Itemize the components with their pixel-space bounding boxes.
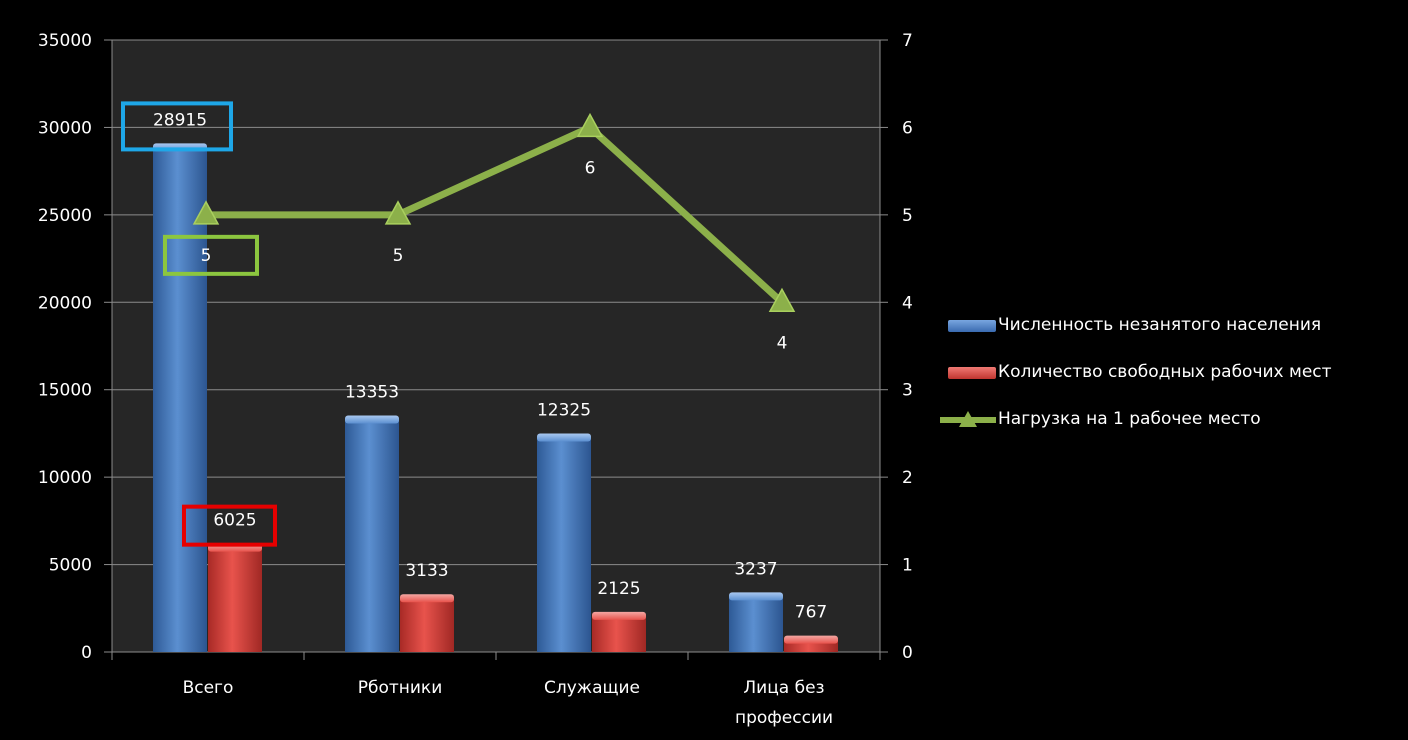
right-tick-label: 0 (902, 643, 913, 663)
bar-cap (537, 433, 591, 442)
line-value-label: 4 (777, 333, 788, 353)
line-value-label: 5 (393, 246, 404, 266)
bar-value-label: 2125 (597, 579, 640, 599)
line-path (202, 123, 786, 306)
left-tick-label: 20000 (38, 293, 92, 313)
bar-cap (345, 415, 399, 424)
legend-item-vacancies: Количество свободных рабочих мест (940, 362, 1332, 382)
bar-value-label: 12325 (537, 400, 591, 420)
legend-item-load: Нагрузка на 1 рабочее место (940, 409, 1332, 429)
left-tick-label: 10000 (38, 468, 92, 488)
legend: Численность незанятого населения Количес… (940, 315, 1332, 457)
triangle-marker-icon (959, 411, 977, 427)
highlight-box (182, 504, 277, 547)
line-value-label: 6 (585, 158, 596, 178)
bar (592, 614, 646, 652)
x-axis: Всего Рботники Служащие Лица без профессии (111, 651, 881, 728)
bar-cap (784, 635, 838, 644)
right-tick-label: 4 (902, 293, 913, 313)
bar (153, 146, 207, 652)
x-tick-label: профессии (735, 708, 833, 728)
left-tick-label: 35000 (38, 31, 92, 51)
legend-swatch-blue (940, 316, 996, 334)
bar (345, 418, 399, 652)
bar (208, 546, 262, 652)
right-tick-label: 3 (902, 381, 913, 401)
bar (729, 595, 783, 652)
left-axis: 0 5000 10000 15000 20000 25000 30000 35000 (38, 31, 113, 663)
highlight-boxes (121, 101, 277, 547)
line-value-label: 5 (201, 246, 212, 266)
bar-value-label: 767 (795, 603, 827, 623)
bar (400, 597, 454, 652)
legend-item-unemployed: Численность незанятого населения (940, 315, 1332, 335)
x-tick-label: Служащие (544, 678, 640, 698)
right-tick-label: 7 (902, 31, 913, 51)
right-tick-label: 6 (902, 118, 913, 138)
triangle-marker (576, 112, 604, 138)
highlight-box (163, 234, 259, 276)
highlight-box (121, 101, 233, 152)
bar-value-label: 13353 (345, 383, 399, 403)
right-tick-label: 1 (902, 556, 913, 576)
x-tick-label: Лица без (743, 678, 824, 698)
right-tick-label: 2 (902, 468, 913, 488)
left-tick-label: 5000 (49, 556, 92, 576)
triangle-marker (768, 287, 796, 313)
data-labels: 28915 13353 12325 3237 6025 3133 2125 767 5 5 6 4 (153, 110, 827, 622)
bar-value-label: 3237 (734, 559, 777, 579)
bar-cap (729, 592, 783, 601)
triangle-marker (384, 200, 412, 225)
triangle-marker (192, 200, 220, 225)
left-tick-label: 0 (81, 643, 92, 663)
legend-label-load: Нагрузка на 1 рабочее место (998, 409, 1261, 429)
right-tick-label: 5 (902, 206, 913, 226)
bar (537, 436, 591, 652)
legend-label-vacancies: Количество свободных рабочих мест (998, 362, 1332, 382)
right-axis: 0 1 2 3 4 5 6 7 (879, 31, 913, 663)
bar-cap (592, 611, 646, 620)
legend-swatch-green (940, 410, 996, 428)
legend-label-unemployed: Численность незанятого населения (998, 315, 1322, 335)
line-series (192, 112, 796, 313)
left-tick-label: 30000 (38, 118, 92, 138)
legend-swatch-red (940, 363, 996, 381)
bar-value-label: 3133 (405, 561, 448, 581)
bar-series (153, 143, 838, 652)
bar-cap (400, 594, 454, 603)
x-tick-label: Рботники (358, 678, 443, 698)
bar-value-label: 28915 (153, 110, 207, 130)
bar-value-label: 6025 (213, 511, 256, 531)
left-tick-label: 15000 (38, 381, 92, 401)
x-tick-label: Всего (183, 678, 234, 698)
left-tick-label: 25000 (38, 206, 92, 226)
